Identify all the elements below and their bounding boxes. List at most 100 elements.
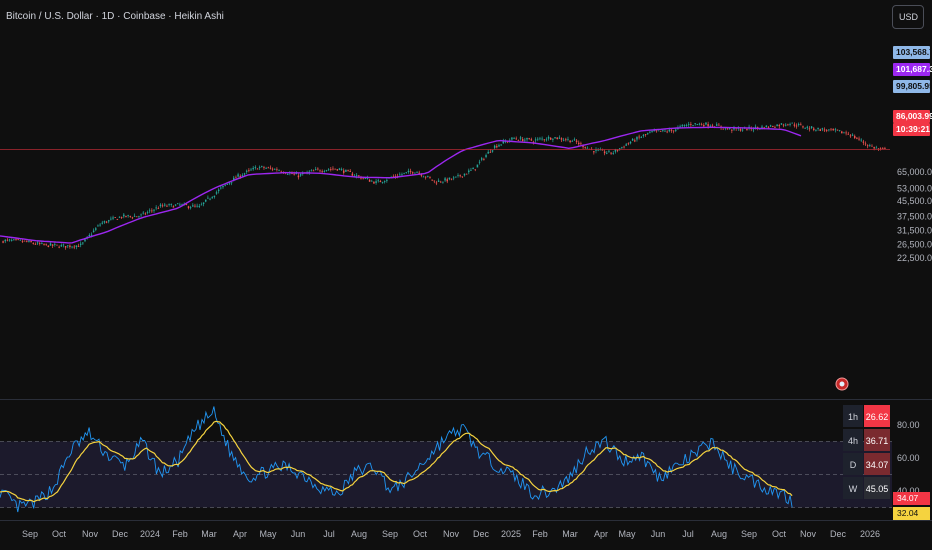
time-axis-label: Jun: [651, 529, 666, 539]
price-candle: [612, 153, 615, 154]
price-candle: [541, 138, 543, 140]
price-candle: [254, 167, 257, 169]
rsi-table-tf-cell: [843, 477, 863, 499]
time-axis-label: 2026: [860, 529, 880, 539]
rsi-axis-tick: 80.00: [897, 420, 920, 430]
price-candle: [209, 198, 211, 200]
price-candle: [2, 241, 4, 243]
price-candle: [99, 224, 101, 226]
price-candle: [485, 155, 487, 158]
price-candle: [813, 128, 815, 131]
time-axis-label: Mar: [201, 529, 217, 539]
price-candle: [549, 137, 552, 140]
rsi-table-value-cell: [864, 429, 890, 451]
price-candle: [782, 124, 785, 126]
price-candle: [825, 130, 828, 131]
price-candle: [659, 130, 662, 132]
price-candle: [537, 138, 539, 140]
price-candle: [362, 177, 364, 179]
price-candle: [810, 126, 813, 129]
price-candle: [204, 199, 207, 202]
price-candle: [562, 139, 565, 141]
price-candle: [414, 172, 416, 174]
currency-selector[interactable]: USD: [892, 5, 924, 29]
price-candle: [250, 169, 252, 171]
price-candle: [761, 126, 763, 128]
price-candle: [435, 182, 438, 184]
price-candle: [381, 181, 384, 183]
price-candle: [228, 182, 231, 184]
price-candle: [616, 149, 619, 151]
price-candle: [217, 189, 220, 192]
price-candle: [422, 176, 425, 178]
price-candle: [832, 128, 834, 131]
price-candle: [610, 152, 612, 154]
price-candle: [220, 187, 222, 189]
price-candle: [741, 129, 744, 131]
price-candle: [804, 127, 806, 129]
price-candle: [84, 239, 86, 242]
price-candle: [575, 140, 578, 142]
price-candle: [399, 174, 401, 176]
price-candle: [226, 183, 229, 185]
price-candle: [56, 244, 58, 246]
price-candle: [198, 206, 201, 207]
price-candle: [67, 245, 69, 247]
price-candle: [276, 169, 278, 171]
price-candle: [465, 173, 468, 175]
price-candle: [448, 177, 451, 180]
price-candle: [666, 131, 668, 133]
price-candle: [662, 130, 664, 131]
price-candle: [10, 240, 13, 241]
price-candle: [554, 137, 556, 138]
price-candle: [256, 168, 259, 170]
price-candle: [517, 140, 520, 141]
price-candle: [776, 124, 778, 127]
time-axis-label: Apr: [233, 529, 247, 539]
price-candle: [780, 123, 783, 125]
price-candle: [623, 146, 625, 148]
price-candle: [715, 124, 718, 126]
price-badge: [893, 46, 930, 59]
price-candle: [189, 207, 192, 209]
price-candle: [71, 246, 73, 248]
price-candle: [459, 175, 461, 177]
price-candle: [707, 124, 709, 127]
price-candle: [793, 124, 796, 126]
price-candle: [627, 143, 630, 145]
price-candle: [547, 136, 550, 139]
price-candle: [461, 176, 464, 178]
price-axis-tick: 65,000.00: [897, 167, 932, 177]
time-axis-label: Jul: [323, 529, 335, 539]
price-candle: [185, 204, 188, 205]
price-candle: [34, 243, 37, 245]
price-candle: [698, 123, 701, 125]
price-candle: [237, 174, 239, 177]
price-candle: [726, 128, 729, 130]
price-candle: [528, 138, 530, 139]
price-candle: [224, 184, 226, 186]
price-candle: [136, 216, 138, 218]
price-candle: [286, 174, 289, 175]
price-candle: [608, 150, 610, 152]
price-candle: [383, 181, 386, 183]
price-candle: [129, 216, 132, 217]
price-candle: [474, 169, 477, 171]
rsi-table-value: 26.62: [866, 412, 889, 422]
price-candle: [593, 151, 595, 153]
price-candle: [347, 170, 349, 172]
price-candle: [49, 243, 52, 246]
price-candle: [653, 130, 655, 132]
price-badge-label: 103,568.78: [896, 47, 932, 57]
price-candle: [172, 206, 175, 208]
price-candle: [739, 129, 742, 131]
price-candle: [90, 234, 93, 236]
price-candle: [368, 179, 371, 182]
price-candle: [558, 137, 561, 139]
price-candle: [655, 130, 658, 132]
price-candle: [534, 139, 537, 141]
price-candle: [54, 244, 56, 245]
price-candle: [791, 122, 793, 124]
price-candle: [323, 171, 326, 173]
